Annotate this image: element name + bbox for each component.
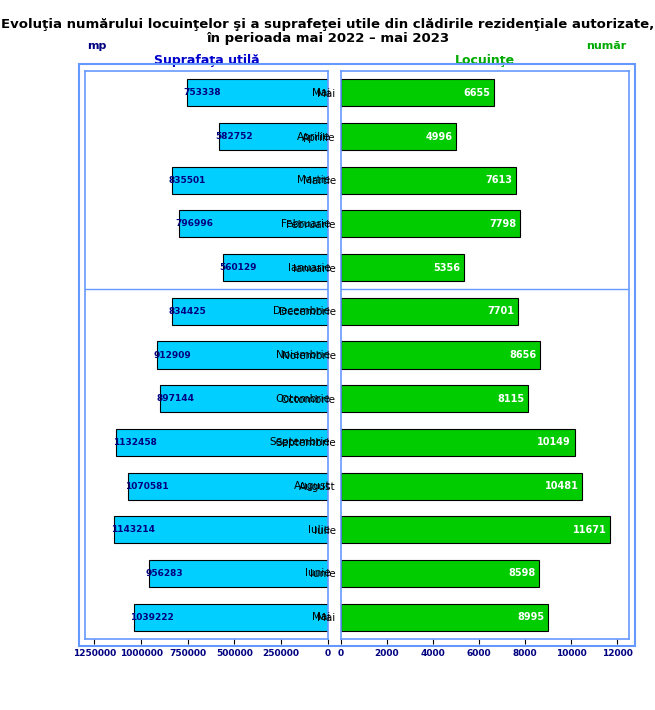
Bar: [117, 429, 328, 456]
Bar: [341, 473, 582, 500]
Text: 7701: 7701: [488, 306, 515, 317]
Text: Evoluţia numărului locuinţelor şi a suprafeţei utile din clădirile rezidenţiale : Evoluţia numărului locuinţelor şi a supr…: [1, 18, 654, 31]
Text: 10481: 10481: [545, 481, 579, 491]
Text: 10149: 10149: [537, 437, 571, 447]
Text: 8995: 8995: [517, 612, 544, 622]
Bar: [341, 80, 494, 106]
Text: 1132458: 1132458: [113, 438, 157, 447]
Text: 1143214: 1143214: [111, 525, 155, 534]
Text: Mai: Mai: [312, 88, 330, 98]
Text: Iulie: Iulie: [309, 525, 330, 535]
Text: 8598: 8598: [508, 569, 535, 579]
Text: 6655: 6655: [464, 88, 491, 98]
Text: August: August: [293, 481, 330, 491]
Text: 8656: 8656: [510, 350, 536, 360]
Bar: [134, 604, 328, 630]
Bar: [341, 297, 518, 325]
Bar: [160, 385, 328, 413]
Text: 4996: 4996: [425, 131, 453, 141]
Text: 8115: 8115: [497, 393, 524, 404]
Text: Octombrie: Octombrie: [275, 393, 330, 404]
Title: Suprafaţa utilă: Suprafaţa utilă: [153, 54, 259, 67]
Text: Decembrie: Decembrie: [273, 306, 330, 317]
Text: 1039222: 1039222: [130, 613, 174, 622]
Bar: [341, 123, 456, 150]
Text: 834425: 834425: [168, 307, 206, 316]
Text: Martie: Martie: [297, 175, 330, 185]
Bar: [115, 516, 328, 543]
Text: 560129: 560129: [219, 263, 257, 272]
Text: 753338: 753338: [183, 88, 221, 97]
Text: Septembrie: Septembrie: [270, 437, 330, 447]
Bar: [179, 210, 328, 237]
Text: mp: mp: [88, 41, 107, 51]
Bar: [341, 342, 540, 368]
Text: 7613: 7613: [485, 175, 513, 185]
Bar: [187, 80, 328, 106]
Text: 796996: 796996: [176, 219, 214, 229]
Text: 2022: 2022: [341, 585, 354, 620]
Bar: [149, 560, 328, 587]
Text: 956283: 956283: [146, 569, 183, 578]
Text: 835501: 835501: [168, 176, 206, 185]
Text: Ianuarie: Ianuarie: [288, 263, 330, 273]
Bar: [172, 167, 328, 194]
Text: 1070581: 1070581: [124, 481, 168, 491]
Text: Februarie: Februarie: [281, 219, 330, 229]
Text: Mai: Mai: [312, 612, 330, 622]
Title: Locuinţe: Locuinţe: [455, 54, 515, 67]
Bar: [341, 560, 539, 587]
Text: număr: număr: [586, 41, 626, 51]
Text: Noiembrie: Noiembrie: [276, 350, 330, 360]
Bar: [341, 516, 610, 543]
Bar: [219, 123, 328, 150]
Bar: [341, 429, 574, 456]
Bar: [341, 385, 528, 413]
Text: 5356: 5356: [434, 263, 460, 273]
Text: 11671: 11671: [572, 525, 607, 535]
Bar: [341, 254, 464, 281]
Text: 7798: 7798: [490, 219, 517, 229]
Bar: [128, 473, 328, 500]
Bar: [157, 342, 328, 368]
Text: Aprilie: Aprilie: [297, 131, 330, 141]
Bar: [341, 167, 516, 194]
Text: Iunie: Iunie: [305, 569, 330, 579]
Bar: [341, 604, 548, 630]
Bar: [341, 210, 520, 237]
Text: 2023: 2023: [341, 562, 354, 596]
Bar: [223, 254, 328, 281]
Text: în perioada mai 2022 – mai 2023: în perioada mai 2022 – mai 2023: [206, 32, 449, 45]
Text: 582752: 582752: [215, 132, 253, 141]
Text: 912909: 912909: [154, 351, 192, 359]
Text: 897144: 897144: [157, 394, 195, 403]
Bar: [172, 297, 328, 325]
